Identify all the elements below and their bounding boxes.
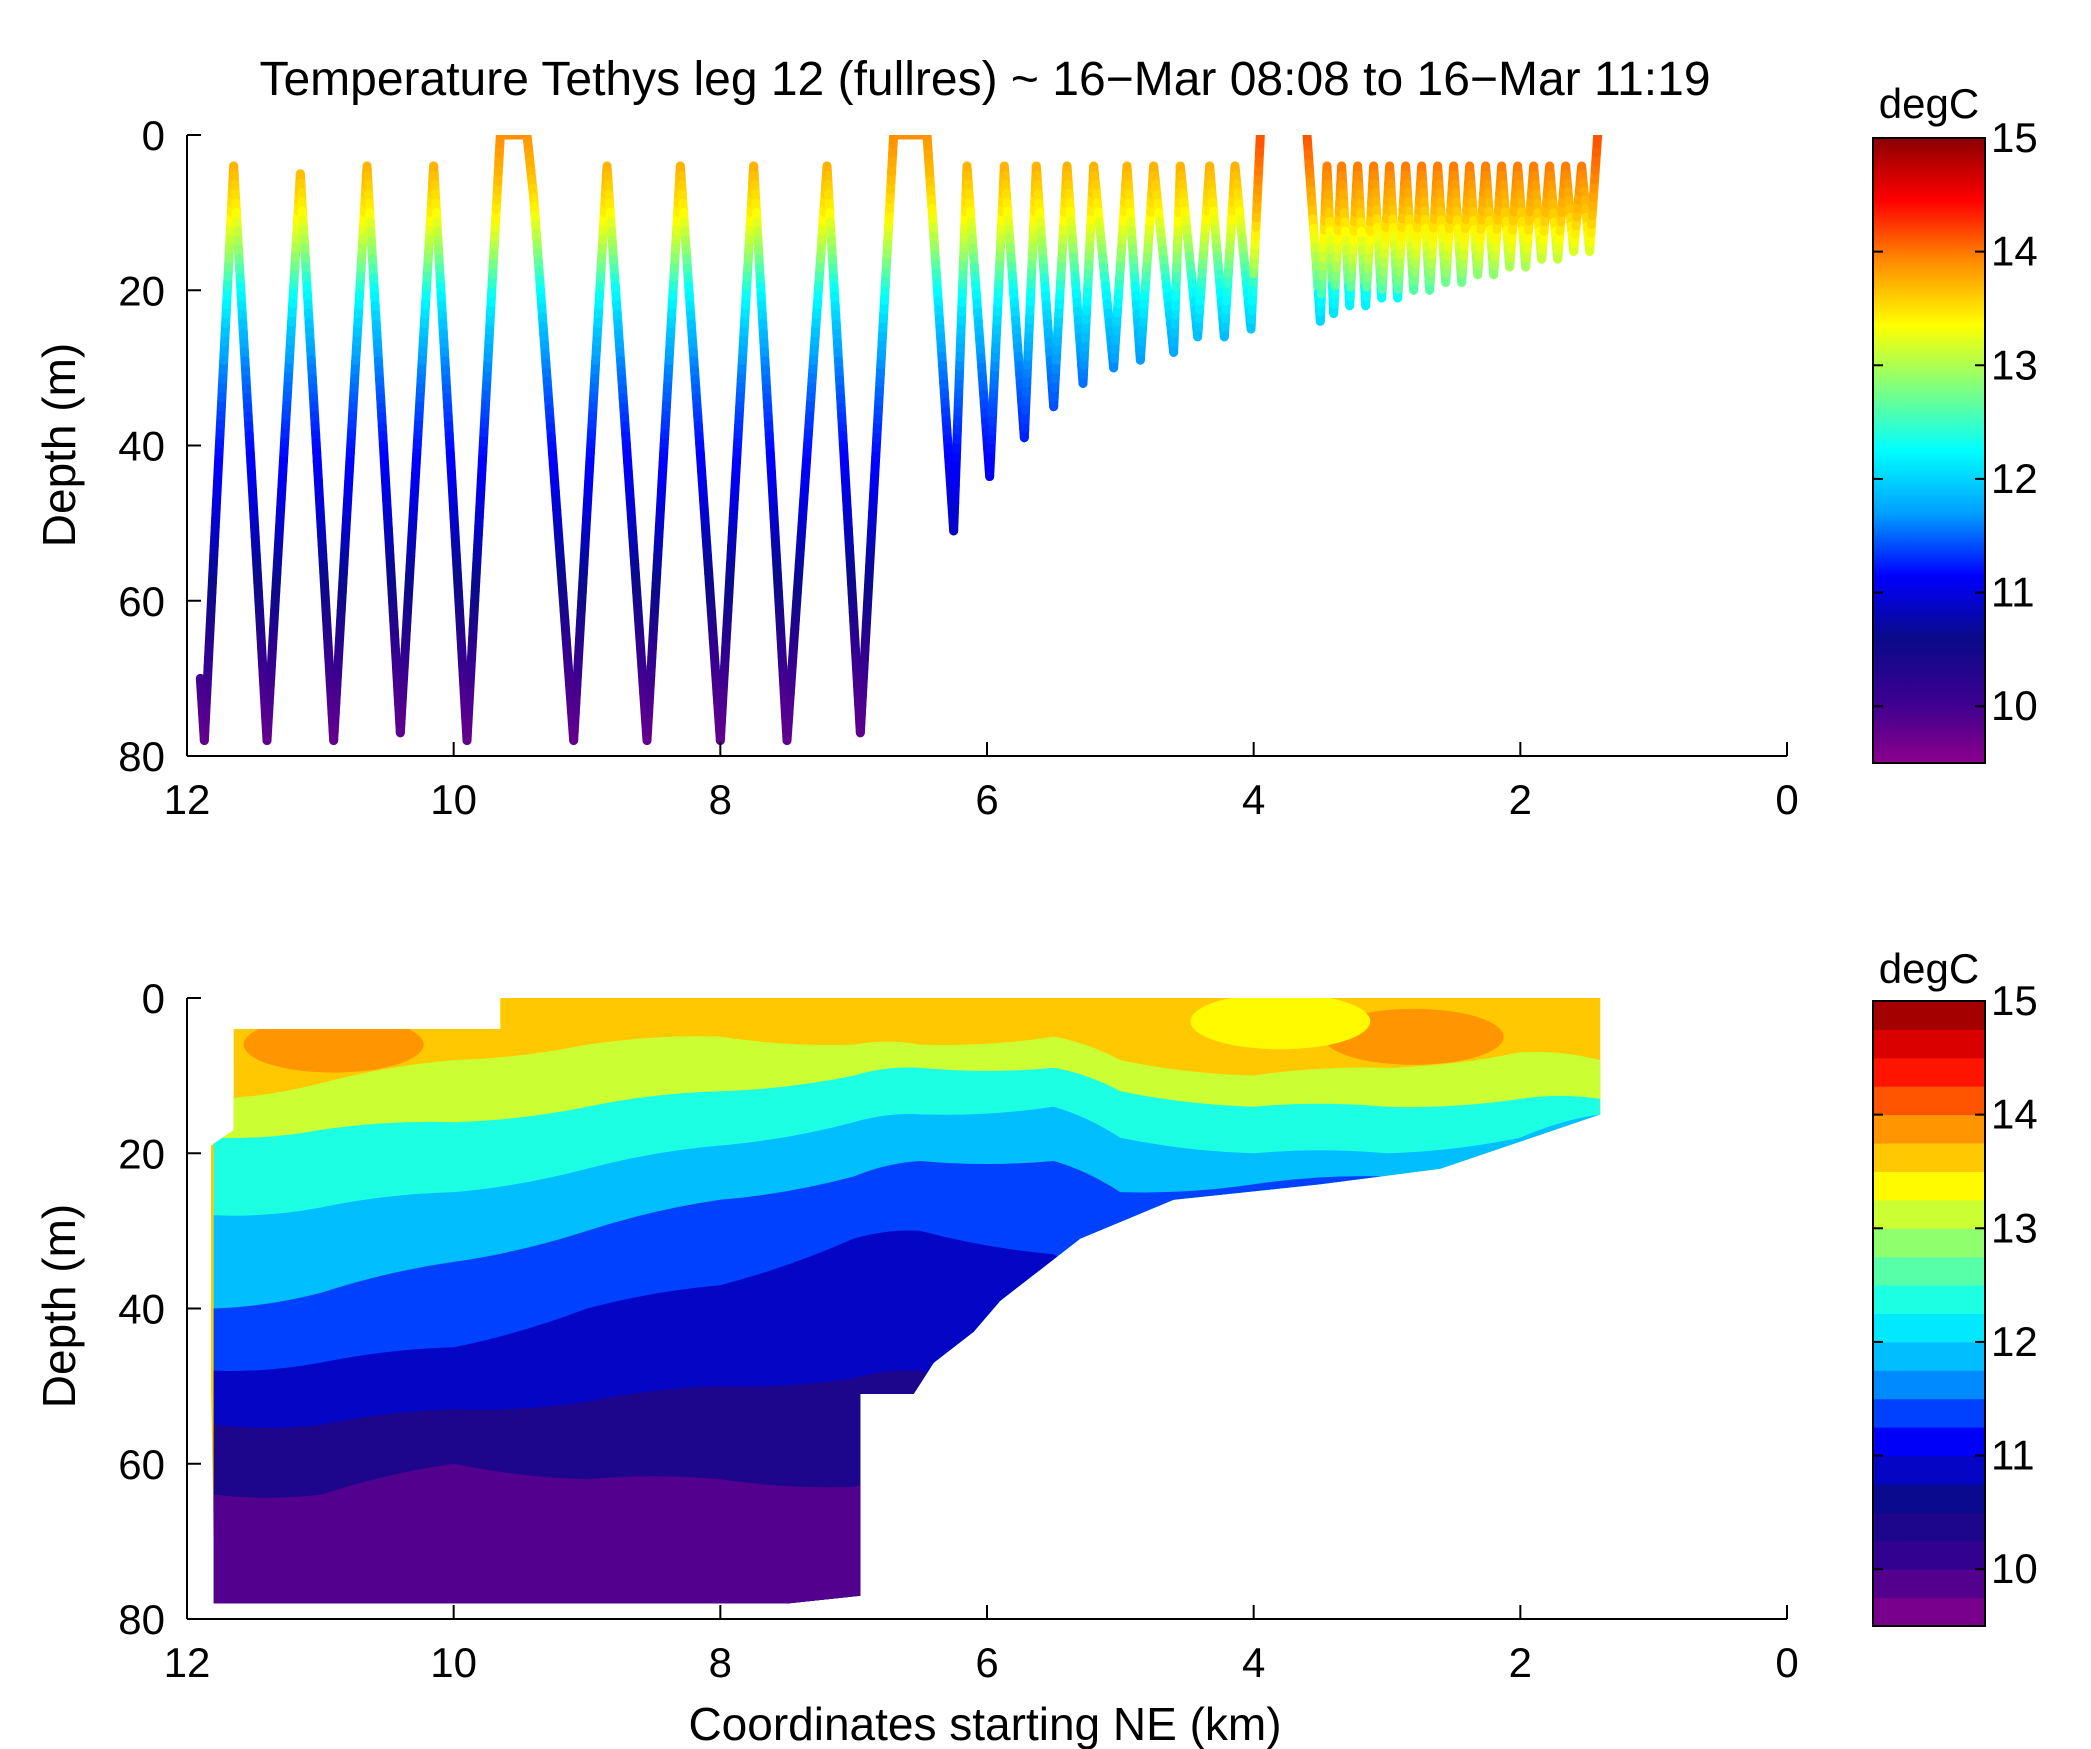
- colorbar-tick-label: 12: [1991, 1318, 2038, 1365]
- colorbar-level: [1873, 1228, 1985, 1258]
- bottom-y-tick-label: 20: [118, 1130, 165, 1177]
- yo-segment: [1592, 135, 1603, 149]
- contour-band: [213, 1463, 1601, 1604]
- chart-title: Temperature Tethys leg 12 (fullres) ~ 16…: [259, 53, 1710, 106]
- colorbar-level: [1873, 1057, 1985, 1087]
- top-x-tick-label: 0: [1775, 776, 1798, 823]
- colorbar-fill: [1873, 138, 1985, 763]
- colorbar-tick-label: 14: [1991, 228, 2038, 275]
- colorbar-tick-label: 10: [1991, 682, 2038, 729]
- colorbar-level: [1873, 1597, 1985, 1627]
- bottom-colorbar-label: degC: [1879, 945, 1979, 992]
- colorbar-frame: [1872, 1000, 1986, 1627]
- bottom-y-tick-label: 60: [118, 1441, 165, 1488]
- bottom-x-tick-label: 6: [975, 1639, 998, 1686]
- colorbar-level: [1873, 1171, 1985, 1201]
- colorbar-tick-label: 13: [1991, 341, 2038, 388]
- bottom-x-tick-label: 8: [709, 1639, 732, 1686]
- bottom-colorbar: 15 14 13 12 11 10: [1872, 977, 2038, 1627]
- colorbar-frame: [1872, 137, 1986, 764]
- bottom-x-tick-label: 2: [1509, 1639, 1532, 1686]
- contour-patch: [243, 1016, 424, 1073]
- x-axis-label: Coordinates starting NE (km): [688, 1698, 1281, 1749]
- colorbar-tick-label: 15: [1991, 977, 2038, 1024]
- bottom-x-tick-label: 12: [164, 1639, 211, 1686]
- top-y-tick-label: 60: [118, 578, 165, 625]
- colorbar-level: [1873, 1455, 1985, 1485]
- colorbar-level: [1873, 1199, 1985, 1229]
- colorbar-tick-label: 13: [1991, 1204, 2038, 1251]
- top-y-tick-label: 40: [118, 423, 165, 470]
- bottom-y-tick-label: 40: [118, 1286, 165, 1333]
- colorbar-level: [1873, 1398, 1985, 1428]
- contour-patch: [1190, 998, 1371, 1050]
- colorbar-level: [1873, 1370, 1985, 1400]
- colorbar-level: [1873, 1114, 1985, 1144]
- top-ylabel: Depth (m): [33, 343, 85, 547]
- top-y-tick-label: 80: [118, 733, 165, 780]
- colorbar-level: [1873, 1086, 1985, 1116]
- top-x-tick-label: 4: [1242, 776, 1265, 823]
- colorbar-tick-label: 14: [1991, 1091, 2038, 1138]
- colorbar-level: [1873, 1285, 1985, 1314]
- top-yo-profile: [195, 135, 1603, 745]
- colorbar-tick-label: 11: [1991, 569, 2035, 616]
- colorbar-level: [1873, 1143, 1985, 1172]
- colorbar-tick-label: 11: [1991, 1432, 2035, 1479]
- colorbar-tick-label: 12: [1991, 455, 2038, 502]
- colorbar-level: [1873, 1256, 1985, 1286]
- top-x-tick-label: 10: [430, 776, 477, 823]
- colorbar-level: [1873, 1029, 1985, 1059]
- colorbar-tick-label: 15: [1991, 114, 2038, 161]
- top-colorbar-label: degC: [1879, 80, 1979, 127]
- colorbar-level: [1873, 1512, 1985, 1542]
- top-x-tick-label: 8: [709, 776, 732, 823]
- bottom-x-tick-label: 4: [1242, 1639, 1265, 1686]
- top-y-tick-label: 20: [118, 267, 165, 314]
- bottom-x-tick-label: 0: [1775, 1639, 1798, 1686]
- bottom-contour-field: [211, 998, 1601, 1604]
- top-x-tick-label: 2: [1509, 776, 1532, 823]
- top-colorbar: 15 14 13 12 11 10: [1872, 114, 2038, 764]
- colorbar-level: [1873, 1569, 1985, 1599]
- colorbar-level: [1873, 1313, 1985, 1343]
- colorbar-level: [1873, 1427, 1985, 1457]
- top-x-tick-label: 6: [975, 776, 998, 823]
- bottom-ylabel: Depth (m): [33, 1204, 85, 1408]
- colorbar-tick-label: 10: [1991, 1545, 2038, 1592]
- bottom-y-tick-label: 0: [142, 975, 165, 1022]
- top-x-tick-label: 12: [164, 776, 211, 823]
- colorbar-level: [1873, 1001, 1985, 1030]
- colorbar-level: [1873, 1540, 1985, 1570]
- top-y-tick-label: 0: [142, 112, 165, 159]
- bottom-x-tick-label: 10: [430, 1639, 477, 1686]
- colorbar-level: [1873, 1341, 1985, 1371]
- colorbar-level: [1873, 1483, 1985, 1513]
- bottom-y-tick-label: 80: [118, 1596, 165, 1643]
